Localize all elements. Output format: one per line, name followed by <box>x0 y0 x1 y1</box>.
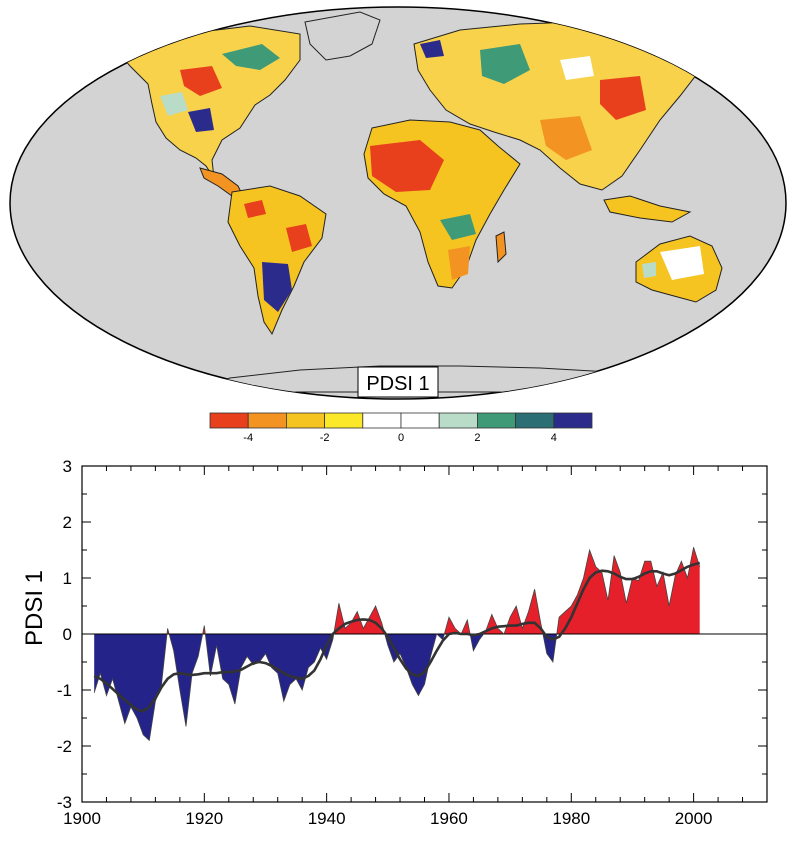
region-africa-wet <box>440 214 476 240</box>
colorbar-cell <box>324 412 364 429</box>
positive-anomaly-area <box>444 617 471 634</box>
negative-anomaly-area <box>94 634 167 741</box>
islands-southeast-asia <box>603 195 692 223</box>
annual-series-line <box>93 547 701 742</box>
colorbar-tick-label: 4 <box>551 432 557 444</box>
colorbar-cell <box>553 412 593 429</box>
colorbar-cell <box>438 412 478 429</box>
pdsi-time-series: 1900 1920 1940 1960 1980 2000 -3 -2 -1 0 1 2 3 PDSI … <box>21 457 768 828</box>
colorbar-cell <box>285 412 325 429</box>
island-madagascar <box>495 231 507 264</box>
colorbar-cell <box>476 412 516 429</box>
region-australia-wet <box>642 262 656 278</box>
region-na-wet <box>222 44 280 70</box>
series-lines <box>93 547 701 742</box>
region-asia-drought <box>600 76 646 120</box>
negative-anomaly-area <box>542 634 557 662</box>
region-africa-drought <box>370 140 444 192</box>
negative-anomaly-area <box>205 634 334 704</box>
x-tick-label: 1980 <box>552 809 590 828</box>
region-na-wet-2 <box>188 108 214 132</box>
anomaly-fill-group <box>94 547 700 741</box>
continent-greenland <box>304 11 381 61</box>
colorbar-tick-label: -2 <box>320 432 330 444</box>
colorbar-tick-label: 0 <box>398 432 404 444</box>
y-tick-label: 0 <box>63 625 72 644</box>
region-na-neutral <box>160 92 188 116</box>
region-sa-wet <box>262 262 292 312</box>
x-tick-label: 1900 <box>63 809 101 828</box>
x-tick-label: 1920 <box>185 809 223 828</box>
map-label: PDSI 1 <box>366 373 429 395</box>
region-australia-neutral <box>660 246 704 280</box>
colorbar-cell <box>209 412 249 429</box>
x-tick-label: 1940 <box>308 809 346 828</box>
region-na-drought <box>180 66 222 96</box>
world-map: PDSI 1 <box>9 6 787 400</box>
region-asia-wet <box>480 44 530 84</box>
negative-anomaly-area <box>384 634 437 696</box>
colorbar-cell <box>247 412 287 429</box>
region-africa-dry <box>448 246 470 280</box>
colorbar-cell <box>400 412 440 429</box>
smoothed-series-line <box>93 561 701 713</box>
x-tick-label: 1960 <box>430 809 468 828</box>
colorbar-cell <box>362 412 402 429</box>
y-tick-label: 3 <box>63 457 72 476</box>
region-asia-neutral <box>560 56 594 80</box>
colorbar-tick-label: -4 <box>243 432 253 444</box>
positive-anomaly-area <box>556 547 700 634</box>
map-label-box: PDSI 1 <box>357 366 439 398</box>
chart-axes: 1900 1920 1940 1960 1980 2000 -3 -2 -1 0 1 2 3 <box>57 457 768 828</box>
region-sa-drought <box>286 224 312 252</box>
y-axis-label: PDSI 1 <box>21 570 48 646</box>
continent-south-america <box>227 185 327 336</box>
region-europe-wet <box>420 40 444 58</box>
y-tick-label: -2 <box>57 737 72 756</box>
colorbar-cell <box>515 412 555 429</box>
y-tick-label: 2 <box>63 513 72 532</box>
region-sa-drought-2 <box>244 200 266 218</box>
region-asia-drought-2 <box>540 116 592 160</box>
colorbar-tick-label: 2 <box>474 432 480 444</box>
y-tick-label: 1 <box>63 569 72 588</box>
y-tick-label: -1 <box>57 681 72 700</box>
negative-anomaly-area <box>169 634 203 727</box>
x-tick-label: 2000 <box>675 809 713 828</box>
y-tick-label: -3 <box>57 793 72 812</box>
colorbar: -4 -2 0 2 4 <box>209 412 593 444</box>
